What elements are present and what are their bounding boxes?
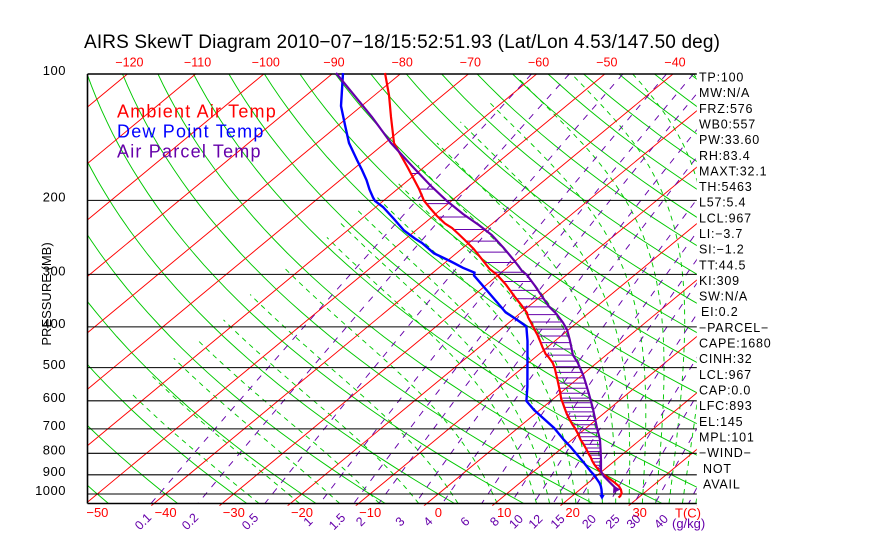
svg-text:CINH:32: CINH:32 — [699, 352, 753, 366]
svg-text:EL:145: EL:145 — [699, 415, 743, 429]
svg-text:EI:0.2: EI:0.2 — [701, 305, 738, 319]
svg-text:CAPE:1680: CAPE:1680 — [699, 337, 772, 351]
svg-text:1000: 1000 — [35, 483, 66, 498]
svg-text:WB0:557: WB0:557 — [699, 118, 756, 132]
svg-text:LI:−3.7: LI:−3.7 — [699, 227, 743, 241]
svg-text:PRESSURE (MB): PRESSURE (MB) — [39, 242, 54, 345]
svg-text:AIRS SkewT Diagram 2010−07−18/: AIRS SkewT Diagram 2010−07−18/15:52:51.9… — [84, 32, 720, 53]
svg-text:−PARCEL−: −PARCEL− — [699, 321, 769, 335]
svg-text:−10: −10 — [359, 505, 381, 520]
svg-text:100: 100 — [43, 63, 66, 78]
svg-text:PW:33.60: PW:33.60 — [699, 133, 760, 147]
svg-text:SW:N/A: SW:N/A — [699, 290, 748, 304]
svg-text:RH:83.4: RH:83.4 — [699, 149, 750, 163]
svg-text:400: 400 — [43, 316, 66, 331]
svg-text:0: 0 — [435, 505, 442, 520]
svg-text:Dew Point Temp: Dew Point Temp — [117, 122, 265, 142]
svg-text:500: 500 — [43, 357, 66, 372]
svg-text:TH:5463: TH:5463 — [699, 180, 753, 194]
svg-text:SI:−1.2: SI:−1.2 — [699, 243, 745, 257]
svg-text:−80: −80 — [392, 56, 413, 70]
svg-text:800: 800 — [43, 443, 66, 458]
svg-text:600: 600 — [43, 390, 66, 405]
svg-text:(g/kg): (g/kg) — [672, 516, 705, 531]
svg-text:−60: −60 — [528, 56, 549, 70]
svg-text:−20: −20 — [291, 505, 313, 520]
svg-text:−50: −50 — [596, 56, 617, 70]
svg-text:−40: −40 — [155, 505, 177, 520]
svg-text:700: 700 — [43, 418, 66, 433]
svg-text:Air Parcel Temp: Air Parcel Temp — [117, 142, 262, 162]
svg-text:AVAIL: AVAIL — [703, 477, 741, 491]
svg-text:MW:N/A: MW:N/A — [699, 86, 750, 100]
svg-text:−30: −30 — [223, 505, 245, 520]
svg-text:TT:44.5: TT:44.5 — [699, 258, 746, 272]
svg-text:KI:309: KI:309 — [699, 274, 740, 288]
svg-text:Ambient Air Temp: Ambient Air Temp — [117, 102, 277, 122]
svg-text:−WIND−: −WIND− — [699, 446, 752, 460]
svg-text:L57:5.4: L57:5.4 — [699, 196, 746, 210]
svg-text:−50: −50 — [86, 505, 108, 520]
svg-text:−120: −120 — [115, 56, 143, 70]
svg-text:900: 900 — [43, 464, 66, 479]
svg-text:−90: −90 — [323, 56, 344, 70]
svg-text:MPL:101: MPL:101 — [699, 430, 755, 444]
svg-text:T(C): T(C) — [675, 506, 701, 521]
svg-text:−40: −40 — [664, 56, 685, 70]
svg-text:TP:100: TP:100 — [699, 71, 744, 85]
svg-text:20: 20 — [565, 505, 579, 520]
svg-text:LFC:893: LFC:893 — [699, 399, 753, 413]
svg-text:MAXT:32.1: MAXT:32.1 — [699, 164, 767, 178]
svg-text:−110: −110 — [184, 56, 211, 70]
svg-text:NOT: NOT — [703, 462, 732, 476]
svg-text:200: 200 — [43, 190, 66, 205]
svg-text:−100: −100 — [252, 56, 280, 70]
svg-text:10: 10 — [497, 505, 511, 520]
svg-text:−70: −70 — [460, 56, 481, 70]
svg-text:30: 30 — [632, 505, 646, 520]
svg-text:300: 300 — [43, 264, 66, 279]
svg-text:LCL:967: LCL:967 — [699, 368, 752, 382]
svg-text:LCL:967: LCL:967 — [699, 211, 752, 225]
svg-text:CAP:0.0: CAP:0.0 — [699, 384, 751, 398]
svg-text:FRZ:576: FRZ:576 — [699, 102, 753, 116]
